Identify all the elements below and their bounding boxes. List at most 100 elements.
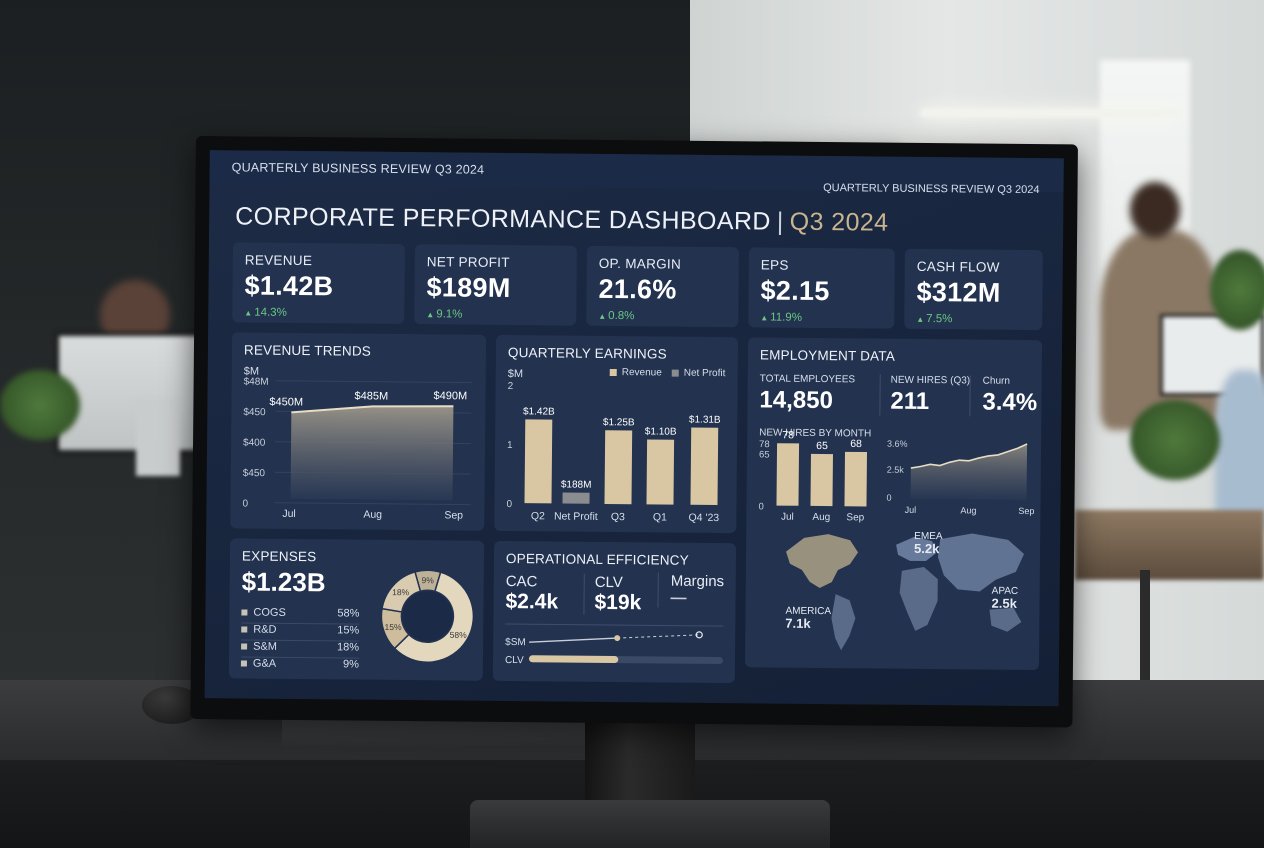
y-tick-label: $450 xyxy=(243,468,266,479)
kpi-value: $189M xyxy=(426,272,511,304)
expense-label: COGS xyxy=(253,606,286,619)
expenses-panel[interactable]: EXPENSES $1.23B COGS 58% R&D 15% S&M 18% G&… xyxy=(228,538,485,681)
y-axis-unit: $M xyxy=(244,365,259,377)
new-hires-bar xyxy=(810,453,833,507)
monitor-stand-base xyxy=(470,800,830,848)
churn-area xyxy=(910,443,1028,500)
kpi-delta-value: 11.9% xyxy=(770,311,803,324)
x-tick-label: Sep xyxy=(1018,506,1034,516)
north-america-shape xyxy=(786,534,859,589)
bullet-icon xyxy=(241,609,248,616)
revenue-trends-panel[interactable]: REVENUE TRENDS $M $48M $450 $400 $450 0 $450… xyxy=(230,332,487,531)
region-value: 2.5k xyxy=(991,596,1017,611)
kpi-delta-value: 0.8% xyxy=(608,309,635,323)
x-tick-label: Net Profit xyxy=(554,510,598,522)
quarterly-earnings-panel[interactable]: QUARTERLY EARNINGS Revenue Net Profit $M… xyxy=(494,334,739,534)
net-profit-bar xyxy=(562,492,590,504)
bar-value-label: $1.25B xyxy=(603,417,635,428)
expense-item: R&D 15% xyxy=(241,623,360,642)
x-tick-label: Q4 '23 xyxy=(688,512,719,524)
kpi-label: EPS xyxy=(760,257,789,273)
expenses-total: $1.23B xyxy=(241,566,326,598)
expense-pct: 58% xyxy=(337,607,360,620)
kpi-value: $312M xyxy=(916,276,1001,308)
revenue-bar xyxy=(690,427,719,506)
expense-label: S&M xyxy=(253,640,278,653)
bar-value-label: 78 xyxy=(782,429,794,441)
y-tick-label: 2.5k xyxy=(887,465,905,475)
up-arrow-icon: ▲ xyxy=(916,314,925,324)
kpi-label: CASH FLOW xyxy=(916,258,1000,275)
gridline xyxy=(275,380,472,384)
kpi-label: REVENUE xyxy=(244,252,313,269)
bar-value-label: $1.31B xyxy=(689,414,721,425)
kpi-delta: ▲ 14.3% xyxy=(244,306,287,319)
new-hires-bar xyxy=(844,451,867,507)
bar-value-label: $188M xyxy=(561,479,592,490)
top-bar: QUARTERLY BUSINESS REVIEW Q3 2024 QUARTE… xyxy=(209,150,1064,196)
dashboard-title: CORPORATE PERFORMANCE DASHBOARD xyxy=(235,202,771,236)
revenue-bar xyxy=(604,430,633,505)
kpi-delta: ▲ 11.9% xyxy=(760,311,803,324)
desk-leg xyxy=(1140,570,1150,720)
page-title: CORPORATE PERFORMANCE DASHBOARD | Q3 2024 xyxy=(235,202,888,237)
kpi-value: 21.6% xyxy=(598,273,677,305)
kpi-card-op-margin[interactable]: OP. MARGIN 21.6% ▲ 0.8% xyxy=(586,245,739,328)
kpi-card-revenue[interactable]: REVENUE $1.42B ▲ 14.3% xyxy=(232,242,405,325)
expense-item: G&A 9% xyxy=(240,657,359,675)
revenue-trends-chart: $M $48M $450 $400 $450 0 $450M $485M $490M Jul… xyxy=(242,365,472,522)
region-value: 7.1k xyxy=(785,616,811,631)
australia-shape xyxy=(989,607,1022,632)
donut-slice-sm xyxy=(381,571,422,613)
up-arrow-icon: ▲ xyxy=(426,310,435,320)
kpi-card-net-profit[interactable]: NET PROFIT $189M ▲ 9.1% xyxy=(414,244,577,326)
x-tick-label: Aug xyxy=(812,512,830,523)
divider xyxy=(505,623,724,627)
background-person xyxy=(1215,370,1264,530)
bar-value-label: 65 xyxy=(816,440,828,452)
y-tick-label: 0 xyxy=(887,493,892,503)
employment-panel[interactable]: EMPLOYMENT DATA TOTAL EMPLOYEES 14,850 N… xyxy=(744,337,1043,671)
kpi-delta: ▲ 7.5% xyxy=(916,313,952,325)
efficiency-indicators: $SM CLV xyxy=(505,623,724,666)
expense-pct: 15% xyxy=(337,624,360,637)
trend-line xyxy=(529,637,618,643)
trend-line-projected xyxy=(617,634,700,639)
point-label: $485M xyxy=(354,390,388,402)
y-axis-unit: $M xyxy=(508,368,523,380)
kpi-delta: ▲ 9.1% xyxy=(426,308,462,320)
slice-label: 9% xyxy=(422,575,435,585)
kpi-delta: ▲ 0.8% xyxy=(598,310,634,322)
y-tick-label: $400 xyxy=(243,437,266,448)
bullet-icon xyxy=(240,660,247,667)
expense-pct: 18% xyxy=(337,641,360,654)
trend-marker xyxy=(695,631,703,639)
x-tick-label: Aug xyxy=(960,505,976,515)
y-tick-label: $450 xyxy=(243,407,266,418)
row-label: $SM xyxy=(505,637,526,648)
kpi-delta-value: 7.5% xyxy=(926,313,953,326)
south-america-shape xyxy=(831,594,856,651)
point-label: $450M xyxy=(269,396,303,408)
bar-value-label: $1.10B xyxy=(645,426,677,437)
up-arrow-icon: ▲ xyxy=(760,313,769,323)
revenue-bar xyxy=(646,439,675,505)
background-monitor-stand xyxy=(136,400,180,476)
section-title: EXPENSES xyxy=(241,548,317,565)
kpi-card-eps[interactable]: EPS $2.15 ▲ 11.9% xyxy=(748,247,895,329)
dashboard-screen: QUARTERLY BUSINESS REVIEW Q3 2024 QUARTE… xyxy=(204,150,1064,707)
revenue-bar xyxy=(524,419,553,504)
row-label: CLV xyxy=(505,655,524,666)
y-tick-label: 0 xyxy=(242,498,248,509)
asia-shape xyxy=(937,533,1025,592)
expenses-donut: 9% 58% 15% 18% xyxy=(380,569,475,663)
operational-efficiency-panel[interactable]: OPERATIONAL EFFICIENCY CAC $2.4k CLV $19… xyxy=(492,540,737,684)
y-tick-label: 78 xyxy=(759,439,770,450)
up-arrow-icon: ▲ xyxy=(598,311,607,321)
y-tick-label: 65 xyxy=(759,449,770,460)
kpi-card-cash-flow[interactable]: CASH FLOW $312M ▲ 7.5% xyxy=(904,248,1043,331)
dashboard-period: Q3 2024 xyxy=(789,207,889,237)
kpi-delta-value: 14.3% xyxy=(254,306,287,319)
expense-item: S&M 18% xyxy=(240,640,360,659)
ceiling-lamp xyxy=(920,108,1180,118)
